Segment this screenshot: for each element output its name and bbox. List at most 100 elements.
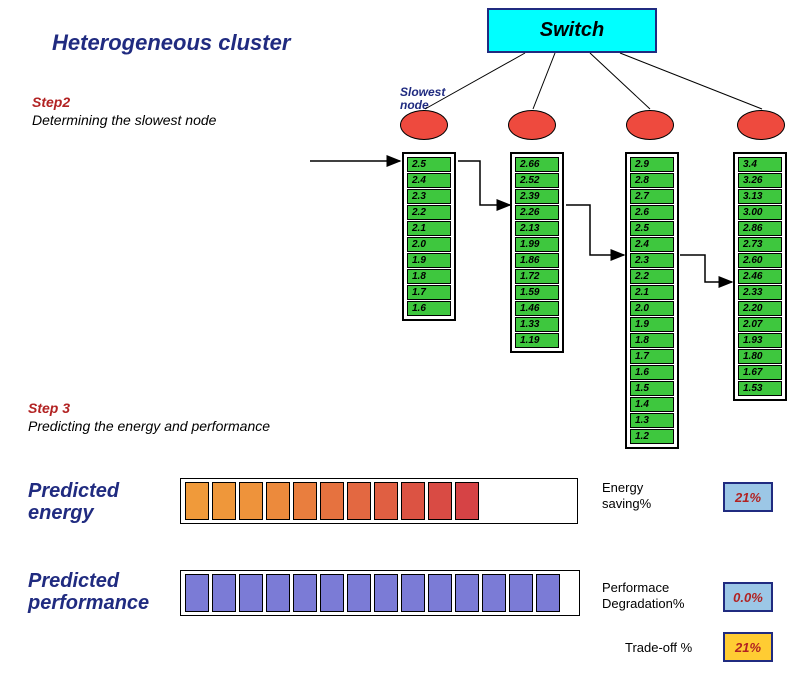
freq-cell: 2.07 <box>738 317 782 332</box>
freq-cell: 1.33 <box>515 317 559 332</box>
energy-segment <box>266 482 290 520</box>
pp-l1: Predicted <box>28 570 119 592</box>
freq-cell: 1.7 <box>630 349 674 364</box>
metric-box-1: 0.0% <box>723 582 773 612</box>
freq-cell: 2.26 <box>515 205 559 220</box>
energy-segment <box>239 482 263 520</box>
freq-stack-3: 3.43.263.133.002.862.732.602.462.332.202… <box>733 152 787 401</box>
energy-segment <box>428 482 452 520</box>
freq-cell: 3.4 <box>738 157 782 172</box>
freq-cell: 3.13 <box>738 189 782 204</box>
perf-segment <box>455 574 479 612</box>
predicted-performance-bar <box>180 570 580 616</box>
freq-cell: 2.2 <box>630 269 674 284</box>
freq-cell: 2.20 <box>738 301 782 316</box>
freq-cell: 2.2 <box>407 205 451 220</box>
freq-cell: 2.33 <box>738 285 782 300</box>
freq-cell: 1.93 <box>738 333 782 348</box>
predicted-energy-bar <box>180 478 578 524</box>
slowest-line1: Slowest <box>400 85 445 99</box>
perf-segment <box>239 574 263 612</box>
freq-cell: 1.59 <box>515 285 559 300</box>
energy-segment <box>212 482 236 520</box>
freq-cell: 1.19 <box>515 333 559 348</box>
perf-segment <box>212 574 236 612</box>
freq-cell: 1.80 <box>738 349 782 364</box>
metric-box-0: 21% <box>723 482 773 512</box>
freq-cell: 2.0 <box>630 301 674 316</box>
freq-cell: 2.52 <box>515 173 559 188</box>
freq-stack-2: 2.92.82.72.62.52.42.32.22.12.01.91.81.71… <box>625 152 679 449</box>
freq-cell: 1.99 <box>515 237 559 252</box>
freq-cell: 2.1 <box>407 221 451 236</box>
node-ellipse-1 <box>508 110 556 140</box>
freq-cell: 1.9 <box>407 253 451 268</box>
freq-cell: 2.8 <box>630 173 674 188</box>
energy-segment <box>455 482 479 520</box>
switch-label: Switch <box>540 19 604 42</box>
freq-stack-1: 2.662.522.392.262.131.991.861.721.591.46… <box>510 152 564 353</box>
freq-cell: 2.86 <box>738 221 782 236</box>
freq-cell: 1.5 <box>630 381 674 396</box>
freq-cell: 2.0 <box>407 237 451 252</box>
step3-label: Step 3 <box>28 400 70 416</box>
perf-segment <box>347 574 371 612</box>
predicted-performance-label: Predicted performance <box>28 570 149 614</box>
freq-cell: 3.00 <box>738 205 782 220</box>
freq-cell: 1.3 <box>630 413 674 428</box>
perf-segment <box>536 574 560 612</box>
metric-label-1: PerformaceDegradation% <box>602 580 684 611</box>
perf-segment <box>428 574 452 612</box>
freq-cell: 2.13 <box>515 221 559 236</box>
metric-box-2: 21% <box>723 632 773 662</box>
perf-segment <box>266 574 290 612</box>
pp-l2: performance <box>28 592 149 614</box>
perf-segment <box>482 574 506 612</box>
freq-cell: 1.46 <box>515 301 559 316</box>
diagram-title: Heterogeneous cluster <box>52 30 290 56</box>
freq-cell: 2.5 <box>630 221 674 236</box>
pe-l2: energy <box>28 502 94 524</box>
freq-cell: 2.6 <box>630 205 674 220</box>
freq-cell: 2.3 <box>630 253 674 268</box>
freq-cell: 2.9 <box>630 157 674 172</box>
freq-cell: 1.2 <box>630 429 674 444</box>
freq-cell: 1.8 <box>630 333 674 348</box>
perf-segment <box>509 574 533 612</box>
freq-cell: 1.4 <box>630 397 674 412</box>
energy-segment <box>320 482 344 520</box>
freq-cell: 1.7 <box>407 285 451 300</box>
step2-text: Determining the slowest node <box>32 112 216 128</box>
freq-cell: 2.1 <box>630 285 674 300</box>
metric-label-2: Trade-off % <box>625 640 692 656</box>
freq-cell: 1.8 <box>407 269 451 284</box>
freq-cell: 2.5 <box>407 157 451 172</box>
freq-cell: 2.4 <box>630 237 674 252</box>
perf-segment <box>293 574 317 612</box>
freq-cell: 1.72 <box>515 269 559 284</box>
freq-cell: 2.60 <box>738 253 782 268</box>
step2-label: Step2 <box>32 94 70 110</box>
node-ellipse-0 <box>400 110 448 140</box>
freq-cell: 1.86 <box>515 253 559 268</box>
freq-cell: 2.4 <box>407 173 451 188</box>
perf-segment <box>320 574 344 612</box>
freq-cell: 2.66 <box>515 157 559 172</box>
slowest-node-label: Slowest node <box>400 86 445 112</box>
freq-cell: 1.53 <box>738 381 782 396</box>
energy-segment <box>293 482 317 520</box>
perf-segment <box>374 574 398 612</box>
energy-segment <box>347 482 371 520</box>
node-ellipse-2 <box>626 110 674 140</box>
metric-label-0: Energysaving% <box>602 480 651 511</box>
perf-segment <box>401 574 425 612</box>
freq-cell: 2.7 <box>630 189 674 204</box>
node-ellipse-3 <box>737 110 785 140</box>
energy-segment <box>401 482 425 520</box>
pe-l1: Predicted <box>28 480 119 502</box>
freq-stack-0: 2.52.42.32.22.12.01.91.81.71.6 <box>402 152 456 321</box>
step3-text: Predicting the energy and performance <box>28 418 270 434</box>
freq-cell: 3.26 <box>738 173 782 188</box>
freq-cell: 1.6 <box>407 301 451 316</box>
freq-cell: 2.46 <box>738 269 782 284</box>
